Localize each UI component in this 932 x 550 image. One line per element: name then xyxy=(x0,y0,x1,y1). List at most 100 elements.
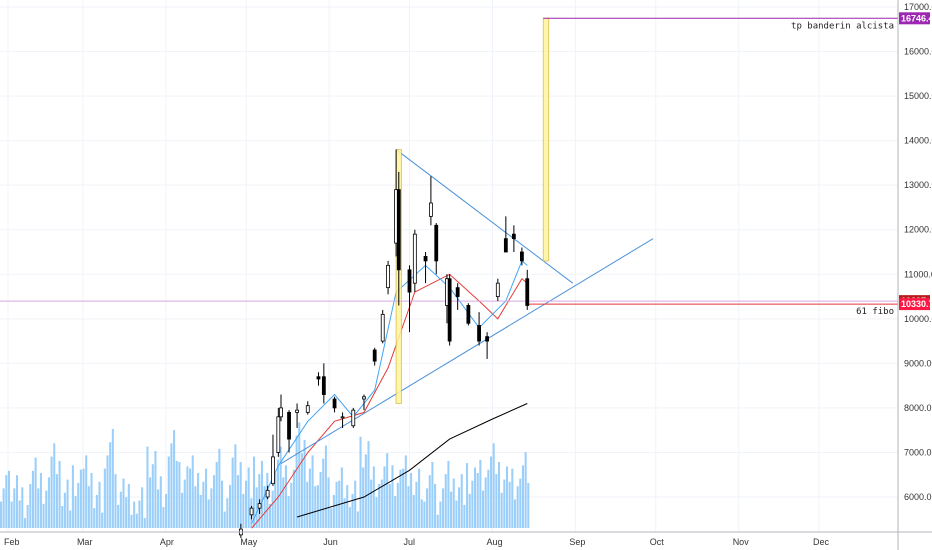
target-price-badge-bg xyxy=(899,12,930,25)
candle-body xyxy=(412,233,417,284)
volume-bar xyxy=(119,491,122,528)
y-tick-label: 12000.0 xyxy=(904,225,932,235)
volume-bar xyxy=(431,462,434,528)
volume-bar xyxy=(276,459,279,528)
volume-bar xyxy=(324,445,327,528)
volume-bar xyxy=(244,480,248,528)
volume-bar xyxy=(239,462,242,528)
price-axis[interactable]: 6000.0 7000.0 8000.0 9000.0 10000.0 11000.0 12… xyxy=(897,0,932,550)
volume-bar xyxy=(255,487,258,528)
volume-bar xyxy=(221,480,224,528)
volume-bar xyxy=(322,458,325,528)
volume-bar xyxy=(266,473,269,528)
volume-bar xyxy=(511,468,514,528)
volume-bar xyxy=(378,484,381,528)
volume-bar xyxy=(117,504,120,528)
y-tick-label: 7000.0 xyxy=(904,447,932,457)
volume-bar xyxy=(173,430,176,528)
volume-bar xyxy=(284,465,287,528)
volume-bar xyxy=(202,481,205,528)
candle-body xyxy=(455,287,460,297)
volume-bar xyxy=(109,442,112,528)
x-tick-label: Dec xyxy=(813,537,830,547)
candle-body xyxy=(372,349,377,362)
target-label: tp banderin alcista xyxy=(791,21,894,31)
volume-bar xyxy=(82,468,85,528)
volume-bar xyxy=(402,468,405,528)
volume-bar xyxy=(167,456,170,528)
volume-bar xyxy=(71,465,74,528)
volume-bar xyxy=(95,495,98,528)
x-tick-label: Feb xyxy=(4,537,20,547)
fibo-price-badge-bg xyxy=(899,298,930,311)
volume-bar xyxy=(207,499,210,528)
x-tick-label: Sep xyxy=(569,537,585,547)
volume-bar xyxy=(157,489,160,528)
volume-bar xyxy=(290,482,293,528)
volume-bar xyxy=(183,479,186,528)
time-axis[interactable]: Feb Mar Apr May Jun Jul Aug Sep Oct Nov Dec xyxy=(0,531,932,547)
volume-bar xyxy=(63,492,66,528)
volume-bar xyxy=(159,476,162,528)
volume-bar xyxy=(15,475,18,528)
volume-bar xyxy=(69,510,72,528)
volume-bar xyxy=(308,468,311,528)
volume-bar xyxy=(356,511,359,528)
volume-bars xyxy=(0,422,530,528)
volume-bar xyxy=(447,460,450,528)
volume-bar xyxy=(444,474,447,528)
volume-bar xyxy=(460,474,463,528)
volume-bar xyxy=(298,422,301,528)
volume-bar xyxy=(13,488,16,528)
volume-bar xyxy=(0,501,3,528)
candle-body xyxy=(271,456,275,485)
volume-bar xyxy=(372,466,375,528)
volume-bar xyxy=(412,495,415,528)
volume-bar xyxy=(130,514,133,528)
candle-body xyxy=(380,313,385,342)
volume-bar xyxy=(452,478,455,528)
candle-body xyxy=(279,407,283,418)
candle-body xyxy=(316,376,321,380)
volume-bar xyxy=(436,514,439,528)
volume-bar xyxy=(370,479,373,528)
volume-bar xyxy=(476,473,479,528)
volume-bar xyxy=(346,485,349,528)
volume-bar xyxy=(399,469,402,528)
volume-bar xyxy=(7,470,11,528)
volume-bar xyxy=(21,487,24,528)
volume-bar xyxy=(492,443,495,528)
volume-bar xyxy=(527,482,530,528)
volume-bar xyxy=(77,482,80,528)
volume-bar xyxy=(396,482,399,528)
volume-bar xyxy=(354,480,357,528)
volume-bar xyxy=(314,486,317,528)
volume-bar xyxy=(348,507,351,528)
volume-bar xyxy=(428,475,431,528)
volume-bar xyxy=(383,466,386,528)
volume-bar xyxy=(386,453,389,528)
volume-bar xyxy=(458,487,461,528)
volume-bar xyxy=(474,467,477,528)
price-axis-bg xyxy=(898,0,932,550)
volume-bar xyxy=(327,477,330,528)
candle-body xyxy=(485,336,490,342)
volume-bar xyxy=(247,467,250,528)
volume-bar xyxy=(521,465,525,528)
volume-bar xyxy=(213,475,216,528)
volume-bar xyxy=(37,488,40,528)
projection-box xyxy=(542,17,550,262)
candle-body xyxy=(362,396,366,400)
volume-bar xyxy=(423,501,426,528)
volume-bar xyxy=(489,456,493,528)
volume-bar xyxy=(391,465,394,528)
volume-bar xyxy=(471,480,474,528)
volume-bar xyxy=(39,473,42,528)
volume-bar xyxy=(50,456,53,528)
candle-body xyxy=(386,264,390,289)
candle-body xyxy=(249,507,254,516)
volume-bar xyxy=(484,477,487,528)
y-tick-label: 11000.0 xyxy=(904,269,932,279)
volume-bar xyxy=(218,448,221,528)
